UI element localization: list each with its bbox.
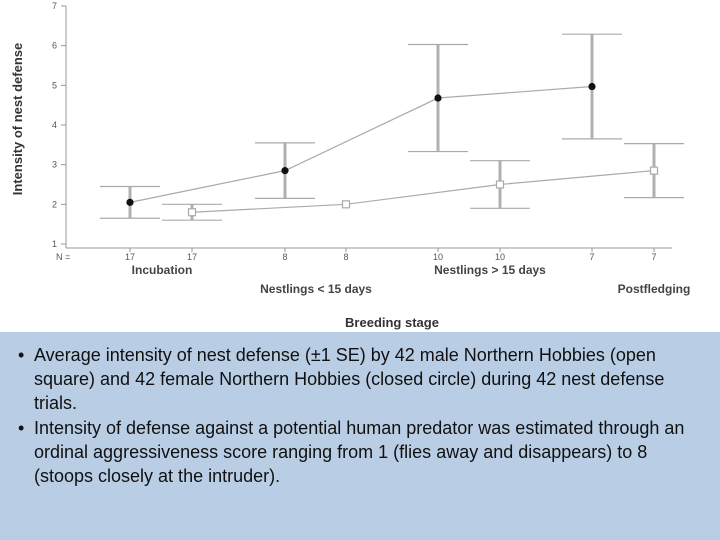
bullet-marker: • (18, 345, 25, 365)
stage-label: Incubation (132, 263, 193, 277)
x-tick-label: 8 (282, 252, 287, 262)
y-tick-label: 6 (52, 41, 57, 51)
data-point (649, 166, 659, 175)
x-tick-label: 10 (495, 252, 505, 262)
chart-area: 1 2 3 4 5 6 7 N = 17 17 8 8 10 10 7 7 Incubation Nestling… (10, 1, 691, 330)
data-point (187, 208, 197, 217)
caption-item-2: • Intensity of defense against a potenti… (18, 416, 703, 488)
x-tick-label: 17 (187, 252, 197, 262)
data-point (126, 198, 134, 206)
y-tick-label: 2 (52, 199, 57, 209)
caption-panel: • Average intensity of nest defense (±1 … (0, 332, 720, 540)
x-tick-label: 8 (343, 252, 348, 262)
data-point (341, 200, 351, 209)
data-point (434, 94, 442, 102)
labels-layer: 1 2 3 4 5 6 7 N = 17 17 8 8 10 10 7 7 Incubation Nestling… (10, 1, 690, 330)
line-chart: 1 2 3 4 5 6 7 N = 17 17 8 8 10 10 7 7 Incubation Nestling… (10, 1, 690, 330)
y-tick-label: 7 (52, 1, 57, 11)
caption-item-1: • Average intensity of nest defense (±1 … (18, 343, 703, 415)
axes (61, 5, 672, 252)
x-tick-label: 7 (651, 252, 656, 262)
y-axis-label: Intensity of nest defense (10, 43, 25, 195)
caption-text-1: Average intensity of nest defense (±1 SE… (34, 345, 665, 413)
x-axis-label: Breeding stage (345, 315, 439, 330)
series-line (129, 85, 593, 203)
y-tick-label: 4 (52, 120, 57, 130)
bullet-marker: • (18, 418, 25, 438)
y-tick-label: 3 (52, 160, 57, 170)
series-line (191, 170, 655, 213)
data-point (281, 167, 289, 175)
stage-label: Nestlings < 15 days (260, 282, 372, 296)
stage-label: Nestlings > 15 days (434, 263, 546, 277)
y-tick-label: 5 (52, 80, 57, 90)
x-tick-label: 17 (125, 252, 135, 262)
x-tick-label: 7 (589, 252, 594, 262)
n-label: N = (56, 252, 70, 262)
data-point (495, 180, 505, 189)
x-tick-label: 10 (433, 252, 443, 262)
caption-text-2: Intensity of defense against a potential… (34, 418, 685, 486)
caption-list: • Average intensity of nest defense (±1 … (18, 343, 703, 489)
series-layer (100, 33, 684, 221)
y-tick-label: 1 (52, 239, 57, 249)
series-1 (100, 33, 622, 219)
series-2 (162, 143, 684, 221)
data-point (588, 82, 596, 91)
stage-label: Postfledging (618, 282, 691, 296)
